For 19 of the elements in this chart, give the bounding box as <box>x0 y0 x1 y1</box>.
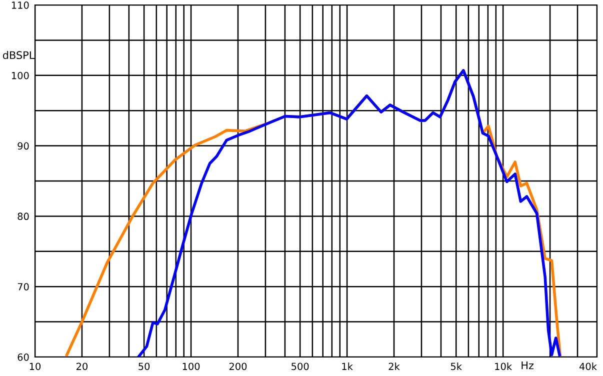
x-tick-label: 100 <box>182 362 200 370</box>
x-tick-label: 10k <box>495 362 512 370</box>
x-axis-title: Hz <box>522 362 534 370</box>
x-tick-label: 50 <box>138 362 150 370</box>
y-tick-label: 60 <box>18 353 29 361</box>
x-tick-label: 20 <box>76 362 88 370</box>
y-tick-label: 100 <box>12 72 29 80</box>
y-tick-label: 90 <box>18 142 29 150</box>
x-tick-label: 200 <box>229 362 247 370</box>
x-tick-label: 500 <box>292 362 309 370</box>
y-tick-label: 110 <box>12 1 29 9</box>
y-tick-label: 80 <box>18 212 29 220</box>
x-tick-label: 2k <box>388 362 400 370</box>
x-tick-label: 10 <box>30 362 41 370</box>
y-axis-title: dBSPL <box>2 51 35 60</box>
x-tick-label: 5k <box>450 362 462 370</box>
y-tick-label: 70 <box>18 283 29 290</box>
x-tick-label: 1k <box>342 362 353 370</box>
x-tick-label: 40k <box>579 362 597 370</box>
